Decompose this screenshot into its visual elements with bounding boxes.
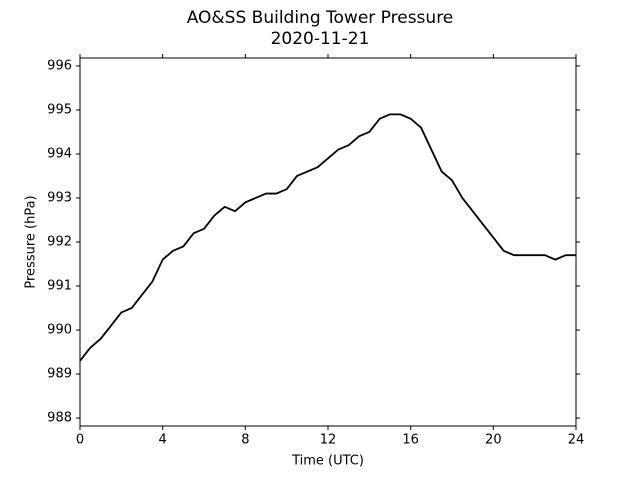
x-tick-label: 0 bbox=[76, 433, 84, 448]
x-tick-label: 20 bbox=[485, 433, 502, 448]
chart-title: AO&SS Building Tower Pressure bbox=[187, 8, 454, 28]
y-tick-label: 993 bbox=[47, 190, 72, 205]
x-axis-label: Time (UTC) bbox=[291, 454, 364, 469]
y-axis-label: Pressure (hPa) bbox=[24, 195, 39, 288]
y-tick-label: 991 bbox=[47, 279, 72, 294]
y-tick-label: 994 bbox=[47, 146, 72, 161]
x-tick-label: 8 bbox=[241, 433, 249, 448]
y-tick-label: 996 bbox=[47, 58, 72, 73]
y-tick-label: 992 bbox=[47, 235, 72, 250]
x-tick-label: 4 bbox=[159, 433, 167, 448]
y-tick-label: 988 bbox=[47, 411, 72, 426]
data-line bbox=[79, 113, 576, 362]
chart-subtitle: 2020-11-21 bbox=[271, 29, 370, 49]
y-tick-label: 989 bbox=[47, 367, 72, 382]
y-tick-label: 995 bbox=[47, 102, 72, 117]
x-tick-label: 12 bbox=[320, 433, 337, 448]
x-tick-label: 24 bbox=[568, 433, 585, 448]
plot-frame bbox=[79, 57, 577, 427]
y-tick-label: 990 bbox=[47, 323, 72, 338]
x-tick-label: 16 bbox=[402, 433, 419, 448]
